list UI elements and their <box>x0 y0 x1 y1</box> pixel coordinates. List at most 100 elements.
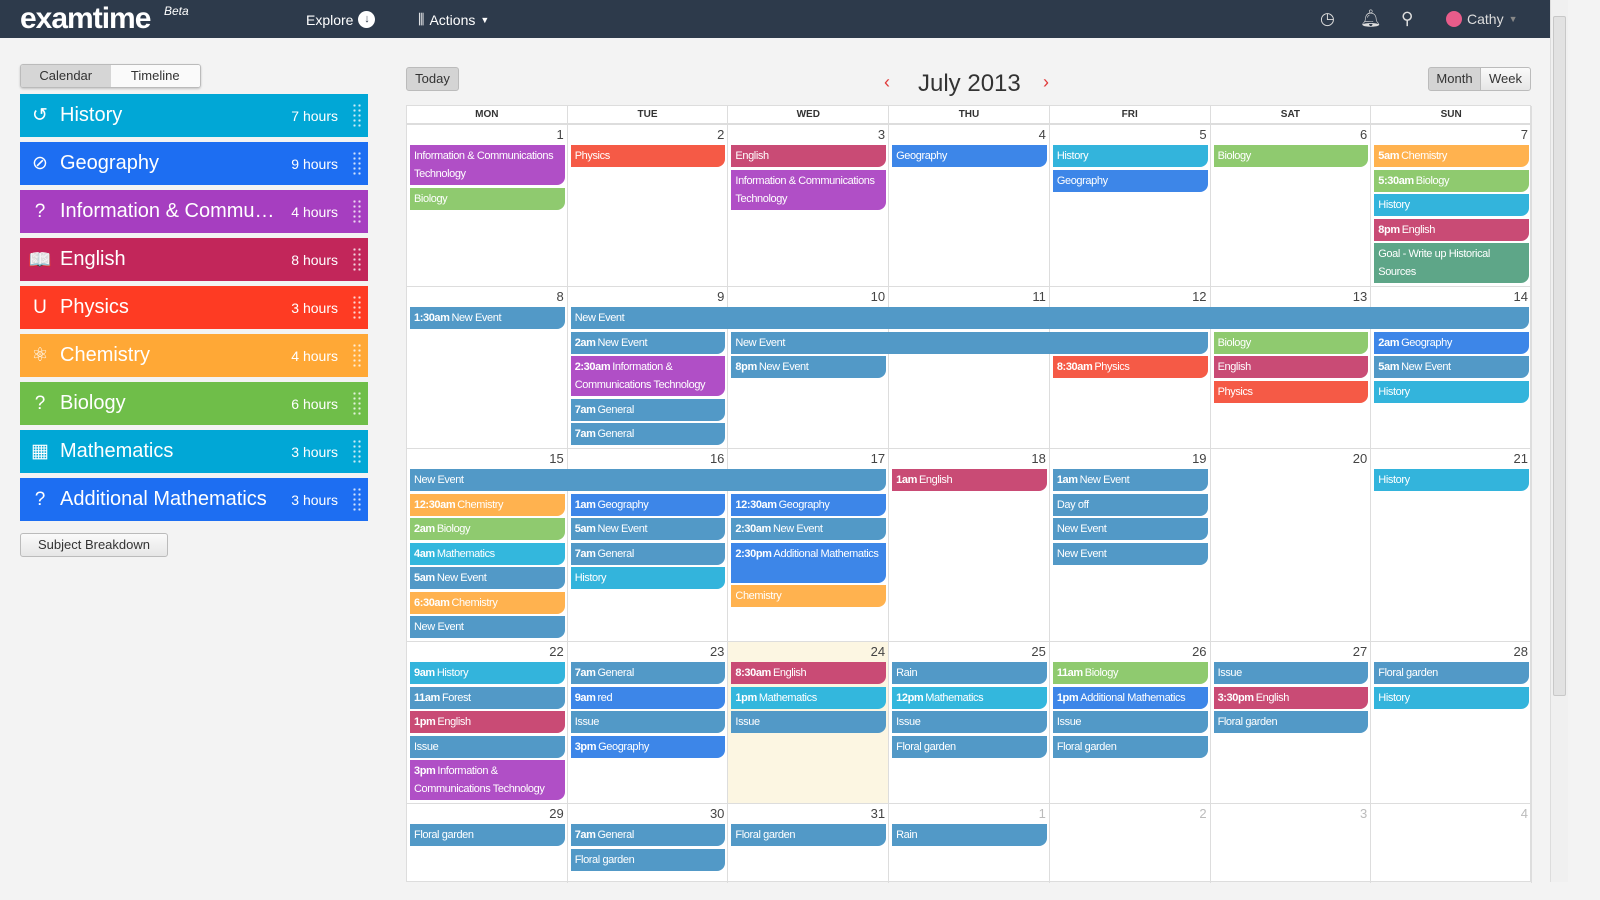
next-month-icon[interactable]: › <box>1043 72 1049 92</box>
month-view-button[interactable]: Month <box>1428 67 1481 91</box>
calendar-event[interactable]: Issue <box>410 735 565 758</box>
calendar-event[interactable]: 8pm English <box>1374 218 1529 241</box>
calendar-event[interactable]: 1am English <box>892 469 1047 491</box>
calendar-event[interactable]: History <box>1052 145 1208 167</box>
day-cell[interactable]: 26 <box>1049 641 1211 803</box>
calendar-event[interactable]: Geography <box>892 145 1047 167</box>
drag-handle-icon[interactable] <box>352 390 362 417</box>
calendar-event[interactable]: History <box>1374 380 1529 403</box>
calendar-event[interactable]: Floral garden <box>1213 711 1369 733</box>
day-cell[interactable]: 11 <box>889 286 1050 448</box>
explore-menu[interactable]: Explore ↓ <box>306 11 376 28</box>
day-cell[interactable]: 13 <box>1210 286 1372 448</box>
calendar-event[interactable]: Information & Communications Technology <box>731 169 887 210</box>
calendar-event[interactable]: Issue <box>892 711 1047 733</box>
prev-month-icon[interactable]: ‹ <box>884 72 890 92</box>
calendar-event[interactable]: 7am General <box>570 542 726 565</box>
calendar-event[interactable]: Floral garden <box>410 824 565 846</box>
calendar-event[interactable]: Goal - Write up Historical Sources <box>1374 243 1529 283</box>
calendar-event[interactable]: 5am New Event <box>1374 356 1529 378</box>
calendar-event[interactable]: 1pm Mathematics <box>731 686 887 709</box>
calendar-event[interactable]: 3pm Information & Communications Technolo… <box>410 760 565 800</box>
drag-handle-icon[interactable] <box>352 486 362 513</box>
tab-timeline[interactable]: Timeline <box>110 65 200 87</box>
calendar-event[interactable]: 6:30am Chemistry <box>410 591 565 614</box>
calendar-event[interactable]: 11am Biology <box>1052 662 1208 684</box>
subject-item[interactable]: 📖 English 8 hours <box>20 238 368 281</box>
day-cell[interactable]: 18 <box>889 448 1050 641</box>
calendar-event[interactable]: 5am Chemistry <box>1374 145 1529 167</box>
calendar-event[interactable]: English <box>731 145 887 167</box>
day-cell[interactable]: 27 <box>1210 641 1372 803</box>
day-cell[interactable]: 28 <box>1371 641 1532 803</box>
calendar-event[interactable]: New Event <box>731 331 1208 354</box>
day-cell[interactable]: 6 <box>1210 124 1372 286</box>
day-cell[interactable]: 10 <box>728 286 890 448</box>
day-cell[interactable]: 2 <box>567 124 729 286</box>
day-cell[interactable]: 20 <box>1210 448 1372 641</box>
calendar-event[interactable]: 2am New Event <box>570 331 726 354</box>
calendar-event[interactable]: New Event <box>410 469 887 491</box>
examtime-logo[interactable]: examtime Beta <box>20 2 200 36</box>
day-cell[interactable]: 29 <box>407 803 568 883</box>
calendar-event[interactable]: History <box>1374 469 1529 491</box>
subject-item[interactable]: ↺ History 7 hours <box>20 94 368 137</box>
calendar-event[interactable]: New Event <box>410 616 565 638</box>
subject-item[interactable]: U Physics 3 hours <box>20 286 368 329</box>
calendar-event[interactable]: Geography <box>1052 169 1208 192</box>
calendar-event[interactable]: Issue <box>1052 711 1208 733</box>
calendar-event[interactable]: 4am Mathematics <box>410 542 565 565</box>
calendar-event[interactable]: Floral garden <box>570 848 726 871</box>
bell-icon[interactable]: 🔔︎ <box>1360 9 1382 28</box>
calendar-event[interactable]: Issue <box>570 711 726 733</box>
user-menu[interactable]: Cathy ▼ <box>1446 11 1518 27</box>
drag-handle-icon[interactable] <box>352 294 362 321</box>
calendar-event[interactable]: 8:30am Physics <box>1052 356 1208 378</box>
day-cell[interactable]: 25 <box>889 641 1050 803</box>
calendar-event[interactable]: Physics <box>1213 380 1369 403</box>
subject-item[interactable]: ▦ Mathematics 3 hours <box>20 430 368 473</box>
day-cell[interactable]: 8 <box>407 286 568 448</box>
calendar-event[interactable]: 2am Geography <box>1374 331 1529 354</box>
calendar-event[interactable]: Biology <box>410 187 565 210</box>
drag-handle-icon[interactable] <box>352 438 362 465</box>
scrollbar-thumb[interactable] <box>1553 16 1566 696</box>
calendar-event[interactable]: Floral garden <box>1374 662 1529 684</box>
calendar-event[interactable]: 2:30am New Event <box>731 518 887 540</box>
calendar-event[interactable]: 2:30am Information & Communications Techn… <box>570 356 726 396</box>
tab-calendar[interactable]: Calendar <box>21 65 111 87</box>
subject-item[interactable]: ⊘ Geography 9 hours <box>20 142 368 185</box>
day-cell[interactable]: 14 <box>1371 286 1532 448</box>
calendar-event[interactable]: Biology <box>1213 145 1369 167</box>
calendar-event[interactable]: History <box>570 567 726 589</box>
day-cell[interactable]: 17 <box>728 448 890 641</box>
calendar-event[interactable]: 1am Geography <box>570 493 726 516</box>
clock-icon[interactable]: ◷ <box>1320 9 1335 28</box>
day-cell[interactable]: 15 <box>407 448 568 641</box>
calendar-event[interactable]: History <box>1374 686 1529 709</box>
day-cell[interactable]: 23 <box>567 641 729 803</box>
calendar-event[interactable]: 9am History <box>410 662 565 684</box>
day-cell[interactable]: 3 <box>1210 803 1372 883</box>
calendar-event[interactable]: Rain <box>892 824 1047 846</box>
scrollbar[interactable] <box>1550 0 1568 882</box>
calendar-event[interactable]: Floral garden <box>892 735 1047 758</box>
drag-handle-icon[interactable] <box>352 342 362 369</box>
day-cell[interactable]: 12 <box>1049 286 1211 448</box>
calendar-event[interactable]: New Event <box>1052 542 1208 565</box>
calendar-event[interactable]: 7am General <box>570 423 726 445</box>
calendar-event[interactable]: Floral garden <box>1052 735 1208 758</box>
calendar-event[interactable]: 5:30am Biology <box>1374 169 1529 192</box>
day-cell[interactable]: 22 <box>407 641 568 803</box>
calendar-event[interactable]: Biology <box>1213 331 1369 354</box>
calendar-event[interactable]: 5am New Event <box>410 567 565 589</box>
subject-item[interactable]: ? Information & Communi... 4 hours <box>20 190 368 233</box>
calendar-event[interactable]: 12:30am Geography <box>731 493 887 516</box>
calendar-event[interactable]: Information & Communications Technology <box>410 145 565 185</box>
calendar-event[interactable]: 8:30am English <box>731 662 887 684</box>
day-cell[interactable]: 16 <box>567 448 729 641</box>
calendar-event[interactable]: 7am General <box>570 398 726 421</box>
calendar-event[interactable]: 1am New Event <box>1052 469 1208 491</box>
calendar-event[interactable]: 3:30pm English <box>1213 686 1369 709</box>
calendar-event[interactable]: 7am General <box>570 662 726 684</box>
